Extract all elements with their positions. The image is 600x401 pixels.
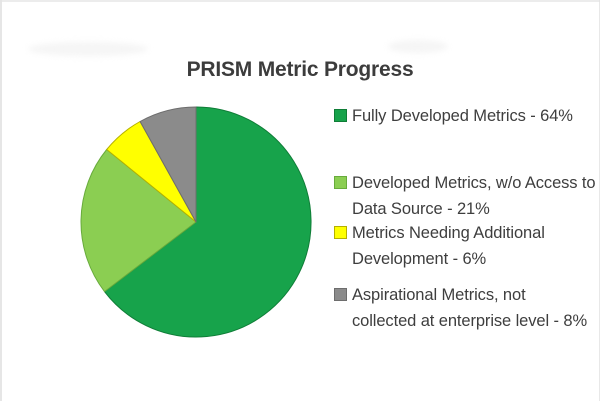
pie-slice-0 xyxy=(104,106,312,338)
pie-slice-1 xyxy=(80,149,197,293)
legend-label-line: Fully Developed Metrics - 64% xyxy=(352,107,573,125)
legend-label: Fully Developed Metrics - 64% xyxy=(352,103,573,129)
legend-label-line: Aspirational Metrics, not xyxy=(352,286,526,304)
legend-label: Developed Metrics, w/o Access to Data Sou… xyxy=(352,170,596,222)
scan-smudge xyxy=(388,40,448,53)
legend-item: Fully Developed Metrics - 64% xyxy=(334,103,573,129)
chart-title: PRISM Metric Progress xyxy=(186,58,414,81)
legend-label: Aspirational Metrics, not collected at en… xyxy=(352,282,587,334)
legend-item: Aspirational Metrics, not collected at en… xyxy=(334,282,587,334)
legend-label-line: Metrics Needing Additional xyxy=(352,224,545,242)
legend-swatch xyxy=(334,288,347,301)
legend-label-line: collected at enterprise level - 8% xyxy=(352,312,588,330)
page-edge-left xyxy=(0,0,2,401)
legend-swatch xyxy=(334,109,347,122)
legend-swatch xyxy=(334,176,347,189)
legend-label-line: Data Source - 21% xyxy=(352,200,490,218)
legend-label-line: Developed Metrics, w/o Access to xyxy=(352,174,596,192)
scan-smudge xyxy=(28,42,148,56)
legend-item: Developed Metrics, w/o Access to Data Sou… xyxy=(334,170,596,222)
legend-swatch xyxy=(334,226,347,239)
legend-item: Metrics Needing Additional Development - … xyxy=(334,220,545,272)
legend-label: Metrics Needing Additional Development - … xyxy=(352,220,545,272)
page-edge-top xyxy=(0,0,600,2)
pie-slice-3 xyxy=(139,106,197,223)
legend-label-line: Development - 6% xyxy=(352,250,487,268)
